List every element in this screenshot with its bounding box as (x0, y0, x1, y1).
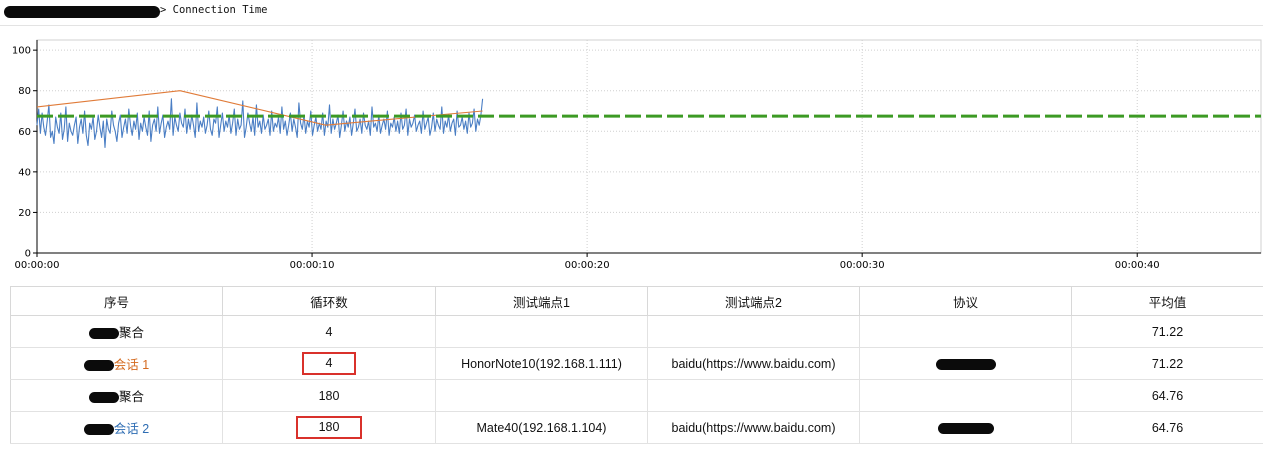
table-row[interactable]: 会话 2 180 Mate40(192.168.1.104) baidu(htt… (10, 411, 1263, 444)
table-row[interactable]: 聚合 4 71.22 (10, 315, 1263, 348)
chart-axes: 0 20 40 60 80 100 00:00:00 00:00:10 00:00:20 00:0… (12, 40, 1261, 271)
average-cell: 71.22 (1071, 347, 1263, 380)
loops-cell: 180 (222, 379, 436, 412)
endpoint1-cell (435, 315, 648, 348)
loops-cell: 4 (222, 315, 436, 348)
protocol-cell (859, 315, 1072, 348)
col-header-loops[interactable]: 循环数 (222, 286, 436, 316)
x-tick-label: 00:00:10 (290, 260, 335, 271)
redacted-breadcrumb-path (4, 6, 160, 18)
x-tick-label: 00:00:30 (840, 260, 885, 271)
redacted-protocol (935, 358, 996, 370)
row-name-cell: 会话 2 (10, 411, 223, 444)
table-row[interactable]: 聚合 180 64.76 (10, 379, 1263, 412)
plot-frame (36, 39, 1262, 254)
y-tick-label: 60 (18, 127, 31, 138)
chart-series (36, 90, 1261, 149)
redacted-text (88, 392, 119, 404)
x-tick-label: 00:00:20 (565, 260, 610, 271)
endpoint2-cell: baidu(https://www.baidu.com) (647, 347, 860, 380)
endpoint1-cell: HonorNote10(192.168.1.111) (435, 347, 648, 380)
y-tick-label: 80 (18, 86, 31, 97)
loops-highlight: 180 (296, 416, 362, 439)
y-tick-label: 20 (18, 208, 31, 219)
average-cell: 71.22 (1071, 315, 1263, 348)
protocol-cell (859, 379, 1072, 412)
loops-highlight: 4 (302, 352, 356, 375)
loops-cell: 180 (222, 411, 436, 444)
breadcrumb-current[interactable]: > Connection Time (160, 4, 268, 16)
series-line-2 (36, 90, 483, 126)
table-row[interactable]: 会话 1 4 HonorNote10(192.168.1.111) baidu(… (10, 347, 1263, 380)
series-line-1 (36, 98, 484, 149)
endpoint2-cell (647, 315, 860, 348)
endpoint1-cell (435, 379, 648, 412)
row-name-cell: 会话 1 (10, 347, 223, 380)
breadcrumb: > Connection Time (0, 0, 1263, 24)
redacted-text (83, 360, 114, 372)
col-header-index[interactable]: 序号 (10, 286, 223, 316)
col-header-protocol[interactable]: 协议 (859, 286, 1072, 316)
average-cell: 64.76 (1071, 379, 1263, 412)
redacted-protocol (937, 422, 994, 434)
connection-time-chart: 0 20 40 60 80 100 00:00:00 00:00:10 00:00:20 00:0… (12, 39, 1262, 271)
protocol-cell (859, 411, 1072, 444)
x-tick-label: 00:00:40 (1115, 260, 1160, 271)
chart-grid (36, 39, 1262, 254)
col-header-endpoint1[interactable]: 测试端点1 (435, 286, 648, 316)
col-header-endpoint2[interactable]: 测试端点2 (647, 286, 860, 316)
endpoint1-cell: Mate40(192.168.1.104) (435, 411, 648, 444)
endpoint2-cell (647, 379, 860, 412)
redacted-text (83, 424, 114, 436)
breadcrumb-divider (0, 25, 1263, 26)
loops-cell: 4 (222, 347, 436, 380)
row-name-cell: 聚合 (10, 315, 223, 348)
x-tick-label: 00:00:00 (15, 260, 60, 271)
table-header-row: 序号 循环数 测试端点1 测试端点2 协议 平均值 (10, 286, 1263, 316)
y-tick-label: 0 (25, 249, 31, 260)
protocol-cell (859, 347, 1072, 380)
average-cell: 64.76 (1071, 411, 1263, 444)
results-table: 序号 循环数 测试端点1 测试端点2 协议 平均值 聚合 4 71.22 会话 … (10, 286, 1263, 444)
row-name-cell: 聚合 (10, 379, 223, 412)
y-tick-label: 40 (18, 167, 31, 178)
redacted-text (88, 328, 119, 340)
endpoint2-cell: baidu(https://www.baidu.com) (647, 411, 860, 444)
col-header-average[interactable]: 平均值 (1071, 286, 1263, 316)
y-tick-label: 100 (12, 46, 31, 57)
